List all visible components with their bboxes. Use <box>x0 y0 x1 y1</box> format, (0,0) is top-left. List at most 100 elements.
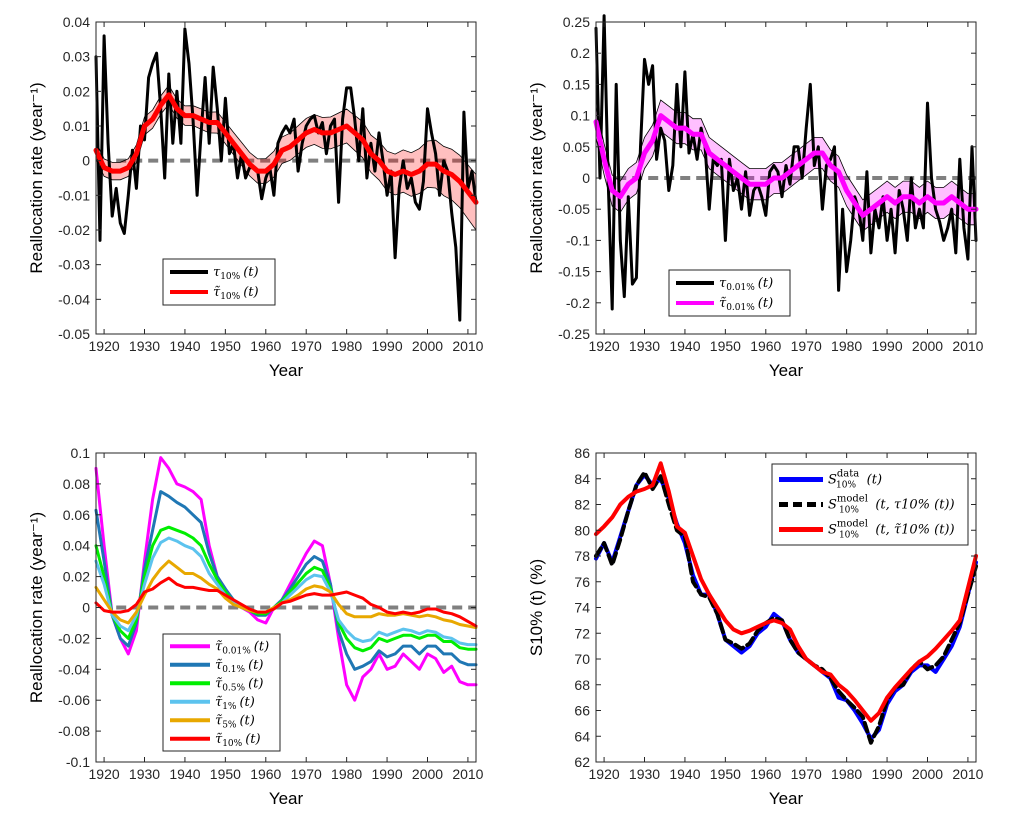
y-tick-label: -0.08 <box>58 723 90 739</box>
y-tick-label: 64 <box>574 728 590 744</box>
x-tick-label: 1990 <box>871 338 902 354</box>
x-tick-label: 2010 <box>452 338 483 354</box>
x-tick-label: 1920 <box>589 766 620 782</box>
y-tick-label: -0.25 <box>558 326 590 342</box>
x-tick-label: 2000 <box>412 338 443 354</box>
chart-bottom-right: 1920 1930 1940 1950 1960 1970 1980 1990 2000 2010… <box>527 445 984 808</box>
x-axis-label: Year <box>269 789 304 808</box>
y-tick-label: 0 <box>582 170 590 186</box>
x-tick-label: 2010 <box>952 338 983 354</box>
x-tick-label: 1980 <box>831 766 862 782</box>
x-tick-label: 1950 <box>210 766 241 782</box>
y-tick-label: 72 <box>574 625 590 641</box>
y-tick-label: 0.04 <box>63 14 90 30</box>
y-tick-label: -0.02 <box>58 222 90 238</box>
x-tick-label: 1970 <box>291 766 322 782</box>
y-tick-label: 0.03 <box>63 49 90 65</box>
y-tick-label: 66 <box>574 703 590 719</box>
y-tick-label: 0.02 <box>63 569 90 585</box>
x-tick-label: 2010 <box>452 766 483 782</box>
chart-top-left: 1920 1930 1940 1950 1960 1970 1980 1990 2000 2010… <box>27 14 484 380</box>
x-tick-label: 1930 <box>629 338 660 354</box>
x-tick-label: 1930 <box>629 766 660 782</box>
y-tick-label: 0.2 <box>571 45 591 61</box>
y-tick-label: -0.1 <box>66 754 90 770</box>
y-tick-label: -0.02 <box>58 630 90 646</box>
y-tick-label: 0.08 <box>63 476 90 492</box>
y-tick-label: 0 <box>82 600 90 616</box>
x-axis-label: Year <box>769 789 804 808</box>
x-tick-label: 2010 <box>952 766 983 782</box>
y-axis-label: Reallocation rate (year⁻¹) <box>527 82 546 273</box>
legend: τ10%(t)τ̃10%(t) <box>163 259 275 305</box>
x-tick-label: 1920 <box>89 766 120 782</box>
x-tick-label: 1940 <box>669 766 700 782</box>
x-tick-label: 1960 <box>250 766 281 782</box>
y-axis-label: S10% (t) (%) <box>527 559 546 656</box>
y-tick-label: 78 <box>574 548 590 564</box>
y-tick-label: 0.25 <box>563 14 590 30</box>
x-tick-label: 1940 <box>669 338 700 354</box>
x-tick-label: 1970 <box>791 766 822 782</box>
y-tick-label: 76 <box>574 574 590 590</box>
y-axis-label: Reallocation rate (year⁻¹) <box>27 82 46 273</box>
x-tick-label: 1950 <box>710 766 741 782</box>
y-tick-label: 84 <box>574 471 590 487</box>
chart-top-right: 1920193019401950196019701980199020002010… <box>527 14 984 380</box>
x-tick-label: 1940 <box>169 338 200 354</box>
x-tick-label: 1990 <box>871 766 902 782</box>
y-tick-label: 0.15 <box>563 76 590 92</box>
y-tick-label: -0.05 <box>558 201 590 217</box>
figure: 1920 1930 1940 1950 1960 1970 1980 1990 2000 2010… <box>0 0 1020 823</box>
y-tick-label: -0.2 <box>566 295 590 311</box>
y-axis-label: Reallocation rate (year⁻¹) <box>27 512 46 703</box>
y-tick-label: -0.1 <box>566 232 590 248</box>
x-tick-label: 1920 <box>589 338 620 354</box>
y-tick-label: -0.04 <box>58 661 90 677</box>
y-tick-label: 82 <box>574 497 590 513</box>
x-tick-label: 2000 <box>412 766 443 782</box>
x-tick-label: 1980 <box>331 766 362 782</box>
y-tick-label: 86 <box>574 445 590 461</box>
y-tick-label: 0.1 <box>571 108 591 124</box>
y-tick-label: 70 <box>574 651 590 667</box>
legend: Sdata10%(t)Smodel10%(t, τ10% (t))Smodel1… <box>772 464 968 545</box>
x-tick-label: 1930 <box>129 766 160 782</box>
y-tick-label: -0.05 <box>58 326 90 342</box>
y-tick-label: -0.01 <box>58 187 90 203</box>
x-axis-label: Year <box>769 361 804 380</box>
x-tick-label: 1980 <box>331 338 362 354</box>
y-tick-label: 0.01 <box>63 118 90 134</box>
legend: τ0.01%(t)τ̃0.01%(t) <box>669 270 790 316</box>
y-tick-label: 0.06 <box>63 507 90 523</box>
x-tick-label: 1960 <box>750 338 781 354</box>
y-tick-label: 0.05 <box>563 139 590 155</box>
x-axis-label: Year <box>269 361 304 380</box>
y-tick-label: 0.04 <box>63 538 90 554</box>
y-tick-label: 68 <box>574 677 590 693</box>
y-tick-label: 74 <box>574 600 590 616</box>
y-tick-label: 0 <box>82 153 90 169</box>
y-tick-label: 80 <box>574 522 590 538</box>
y-tick-label: -0.15 <box>558 264 590 280</box>
chart-bottom-left: 1920 1930 1940 1950 1960 1970 1980 1990 2000 2010… <box>27 445 484 808</box>
x-tick-label: 1940 <box>169 766 200 782</box>
x-tick-label: 1990 <box>371 766 402 782</box>
x-tick-label: 1990 <box>371 338 402 354</box>
x-tick-label: 1970 <box>791 338 822 354</box>
y-tick-label: 0.1 <box>71 445 91 461</box>
x-tick-label: 1920 <box>89 338 120 354</box>
legend: τ̃0.01%(t)τ̃0.1%(t)τ̃0.5%(t)τ̃1%(t)τ̃5%(… <box>163 634 280 751</box>
y-tick-label: -0.03 <box>58 257 90 273</box>
x-tick-label: 1970 <box>291 338 322 354</box>
x-tick-label: 1950 <box>710 338 741 354</box>
x-tick-label: 1960 <box>250 338 281 354</box>
x-tick-label: 1950 <box>210 338 241 354</box>
x-tick-label: 2000 <box>912 766 943 782</box>
x-tick-label: 1930 <box>129 338 160 354</box>
x-tick-label: 1960 <box>750 766 781 782</box>
y-tick-label: 62 <box>574 754 590 770</box>
y-tick-label: -0.06 <box>58 692 90 708</box>
x-tick-label: 1980 <box>831 338 862 354</box>
y-tick-label: 0.02 <box>63 83 90 99</box>
